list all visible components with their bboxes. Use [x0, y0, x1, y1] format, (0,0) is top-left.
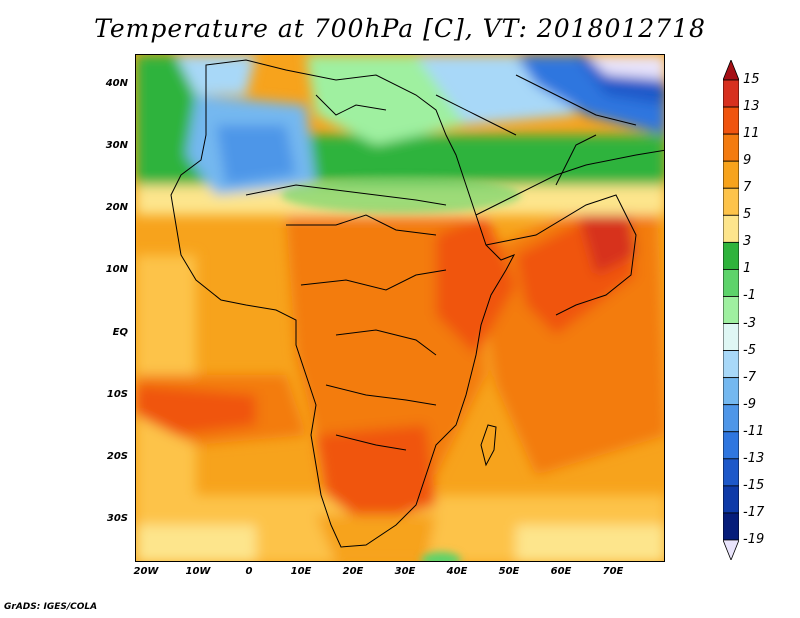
- lon-label-10w: 10W: [185, 566, 211, 577]
- lon-label-10e: 10E: [290, 566, 312, 577]
- lon-label-20e: 20E: [342, 566, 364, 577]
- colorbar-label: 1: [743, 261, 752, 277]
- colorbar-swatch: [723, 106, 739, 135]
- colorbar-label: -19: [743, 532, 765, 547]
- lat-label-20s: 20S: [106, 451, 128, 462]
- colorbar-label: -13: [743, 450, 765, 466]
- colorbar-swatch: [723, 512, 739, 541]
- colorbar-label: -9: [743, 396, 756, 412]
- colorbar-swatch: [723, 187, 739, 216]
- lon-label-30e: 30E: [394, 566, 416, 577]
- lat-label-40n: 40N: [105, 78, 128, 89]
- lon-label-40e: 40E: [446, 566, 468, 577]
- colorbar-label: 13: [743, 99, 760, 115]
- colorbar-label: 15: [743, 72, 760, 87]
- lat-label-30n: 30N: [105, 140, 128, 151]
- lon-label-50e: 50E: [498, 566, 520, 577]
- colorbar-top-arrow: [723, 60, 739, 81]
- colorbar-label: -15: [743, 477, 765, 493]
- colorbar-label: -11: [743, 423, 765, 439]
- lon-label-0: 0: [245, 566, 253, 577]
- grads-credit: GrADS: IGES/COLA: [4, 602, 98, 612]
- colorbar-swatch: [723, 269, 739, 297]
- colorbar-swatch: [723, 323, 739, 351]
- temperature-map: [135, 54, 665, 562]
- lat-label-eq: EQ: [112, 327, 128, 338]
- map-title: Temperature at 700hPa [C], VT: 201801271…: [94, 14, 706, 43]
- colorbar: [723, 60, 739, 560]
- colorbar-swatch: [723, 431, 739, 460]
- lon-label-60e: 60E: [550, 566, 572, 577]
- colorbar-label: 11: [743, 126, 760, 142]
- colorbar-swatch: [723, 458, 739, 487]
- lon-label-70e: 70E: [602, 566, 624, 577]
- colorbar-swatch: [723, 79, 739, 108]
- lat-label-30s: 30S: [106, 513, 128, 524]
- lat-label-20n: 20N: [105, 202, 128, 213]
- colorbar-label: -3: [743, 315, 756, 331]
- colorbar-swatch: [723, 214, 739, 243]
- lat-label-10s: 10S: [106, 389, 128, 400]
- colorbar-label: 7: [743, 180, 752, 196]
- colorbar-label: -17: [743, 504, 765, 520]
- colorbar-label: 9: [743, 153, 752, 169]
- coastline: [170, 59, 664, 548]
- colorbar-swatch: [723, 485, 739, 514]
- colorbar-label: 5: [743, 207, 752, 223]
- colorbar-label: -7: [743, 369, 756, 385]
- lat-label-10n: 10N: [105, 264, 128, 275]
- colorbar-swatch: [723, 133, 739, 162]
- colorbar-label: 3: [743, 234, 752, 250]
- colorbar-label: -1: [743, 288, 756, 304]
- colorbar-bottom-arrow: [723, 539, 739, 560]
- colorbar-swatch: [723, 404, 739, 433]
- colorbar-swatch: [723, 377, 739, 406]
- colorbar-swatch: [723, 241, 739, 270]
- lon-label-20w: 20W: [133, 566, 159, 577]
- colorbar-swatch: [723, 160, 739, 189]
- colorbar-swatch: [723, 296, 739, 324]
- colorbar-swatch: [723, 350, 739, 379]
- colorbar-label: -5: [743, 342, 756, 358]
